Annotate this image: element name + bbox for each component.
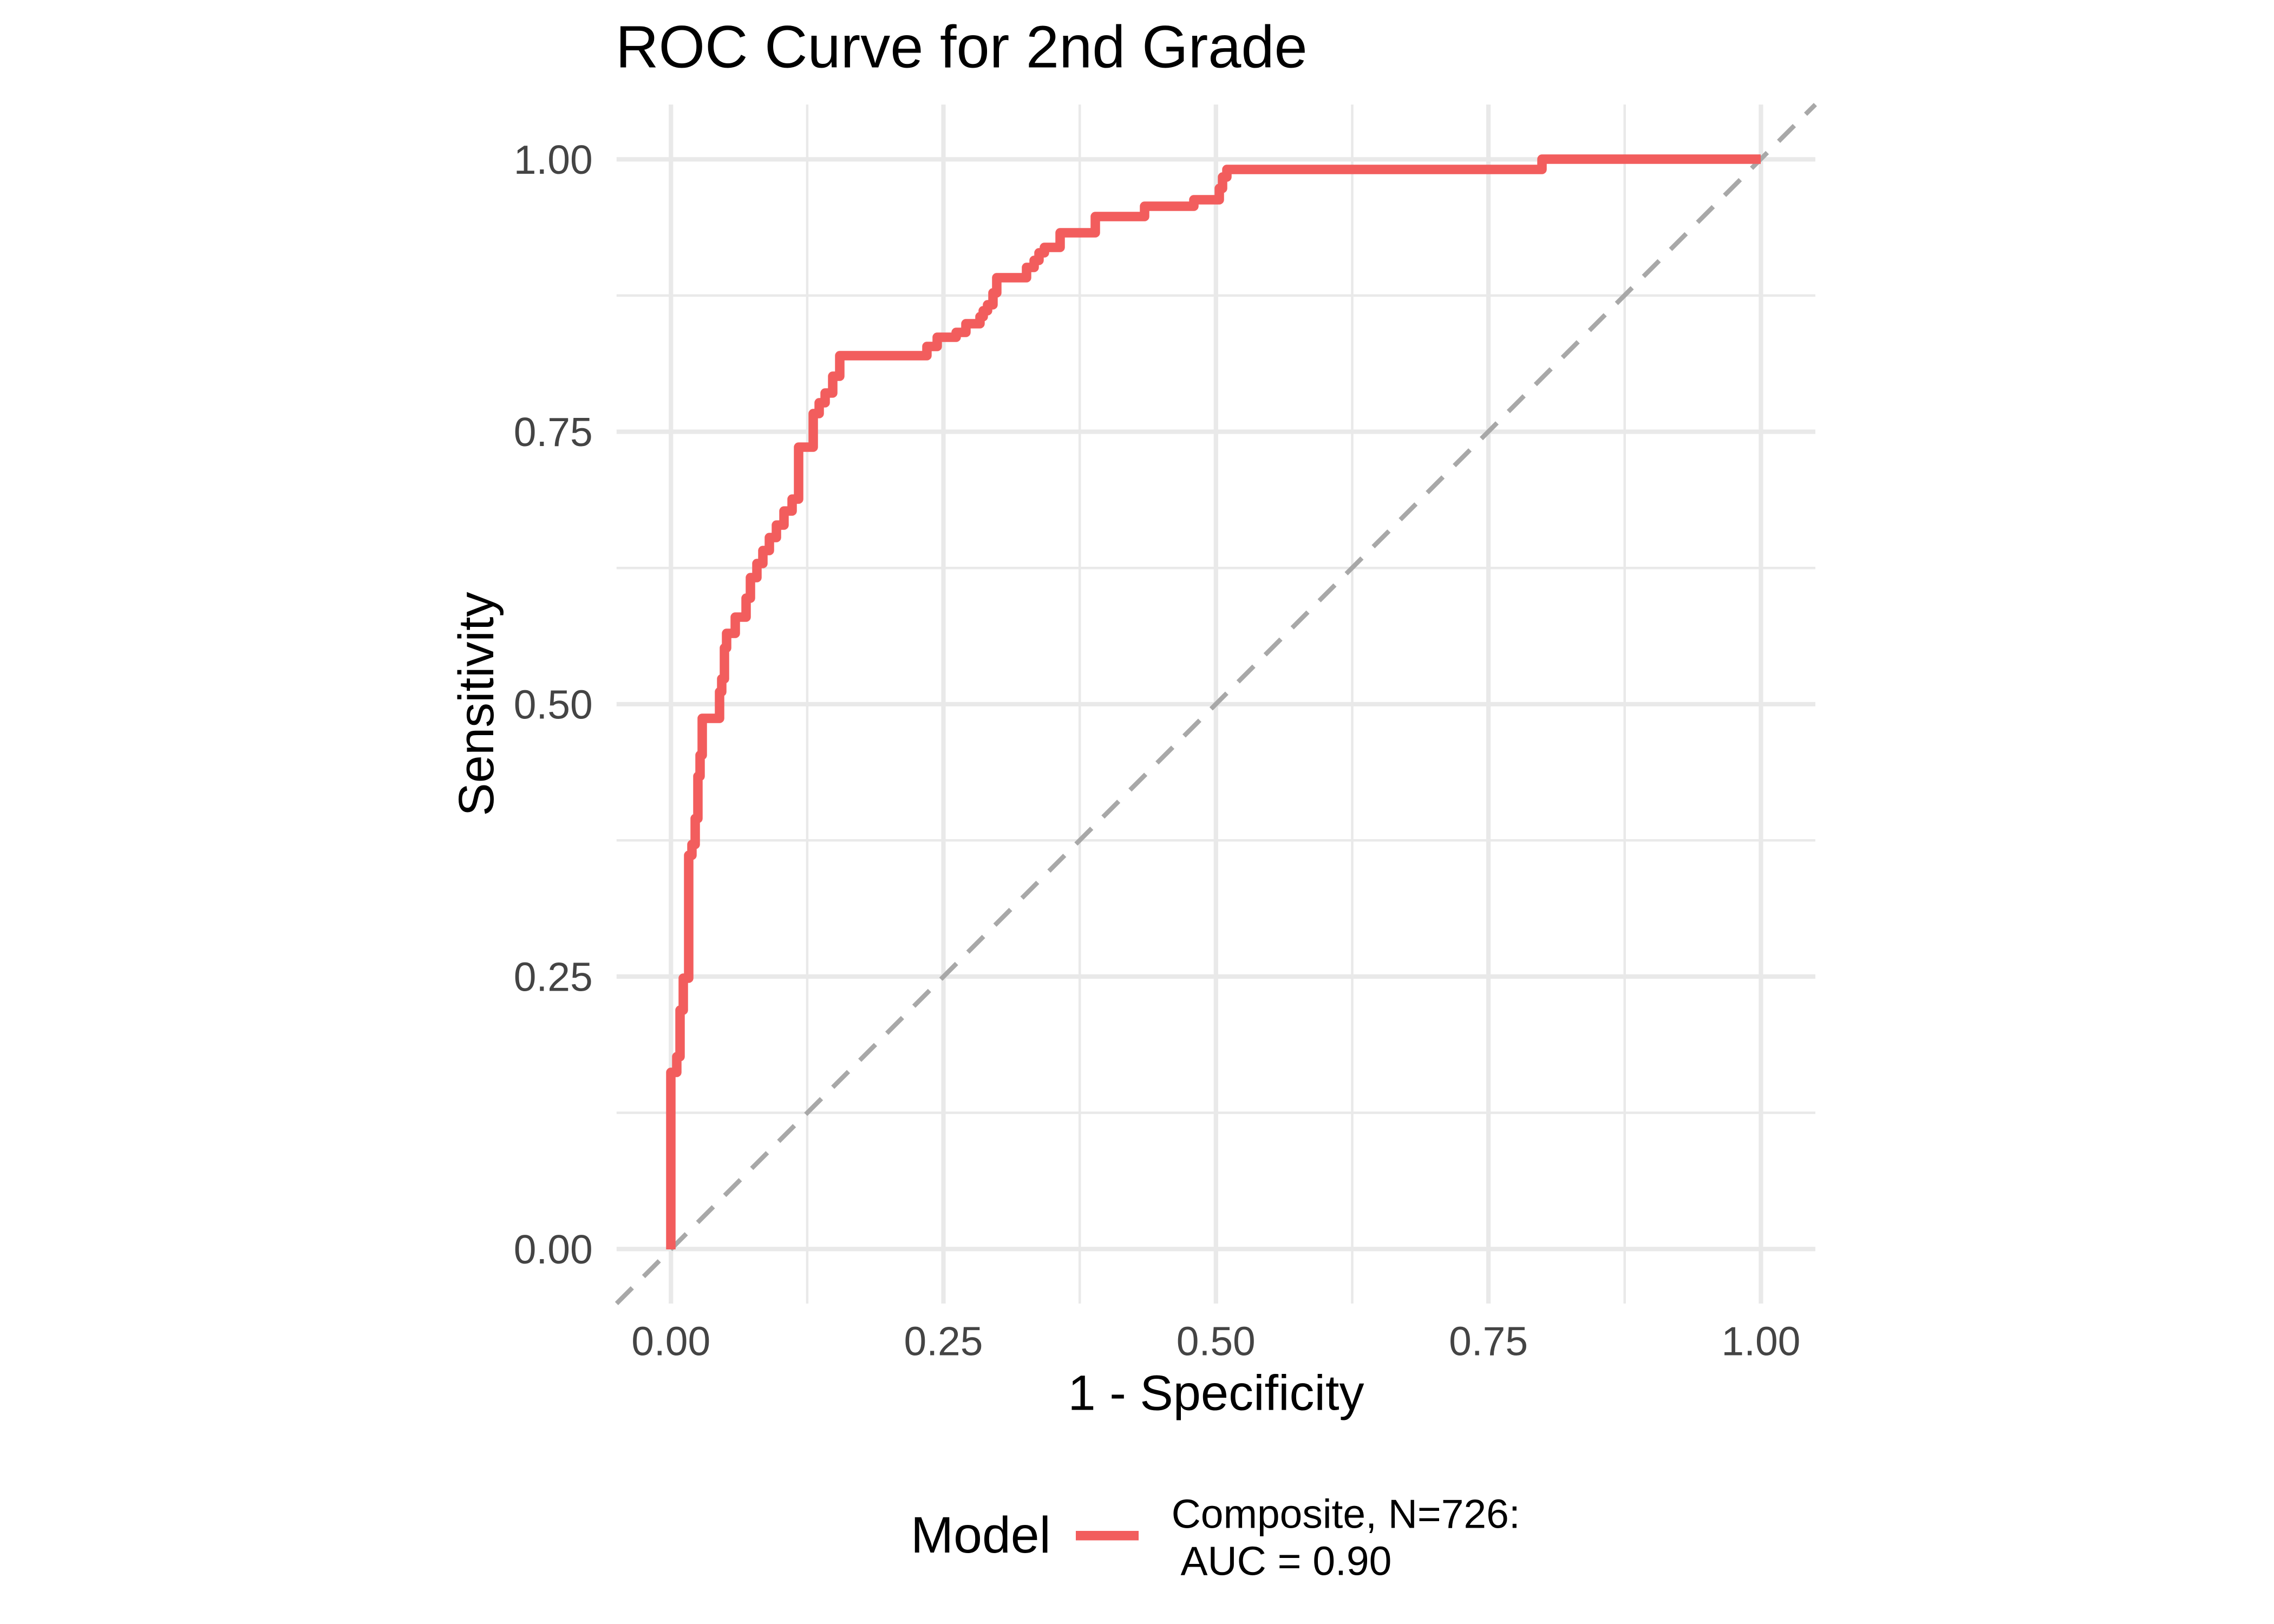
svg-text:0.00: 0.00 <box>514 1227 593 1272</box>
svg-text:1.00: 1.00 <box>1721 1318 1800 1364</box>
svg-text:0.75: 0.75 <box>1449 1318 1528 1364</box>
svg-text:0.25: 0.25 <box>904 1318 983 1364</box>
svg-text:0.50: 0.50 <box>1177 1318 1256 1364</box>
svg-text:1 - Specificity: 1 - Specificity <box>1068 1366 1364 1421</box>
svg-text:0.75: 0.75 <box>514 409 593 455</box>
svg-text:1.00: 1.00 <box>514 137 593 182</box>
svg-text:AUC = 0.90: AUC = 0.90 <box>1181 1538 1392 1584</box>
svg-text:ROC Curve for 2nd Grade: ROC Curve for 2nd Grade <box>616 14 1308 81</box>
svg-text:Composite, N=726:: Composite, N=726: <box>1172 1491 1520 1537</box>
svg-text:0.50: 0.50 <box>514 682 593 727</box>
svg-text:0.25: 0.25 <box>514 954 593 1000</box>
svg-text:Sensitivity: Sensitivity <box>449 592 504 816</box>
svg-text:Model: Model <box>911 1507 1051 1564</box>
svg-text:0.00: 0.00 <box>631 1318 710 1364</box>
